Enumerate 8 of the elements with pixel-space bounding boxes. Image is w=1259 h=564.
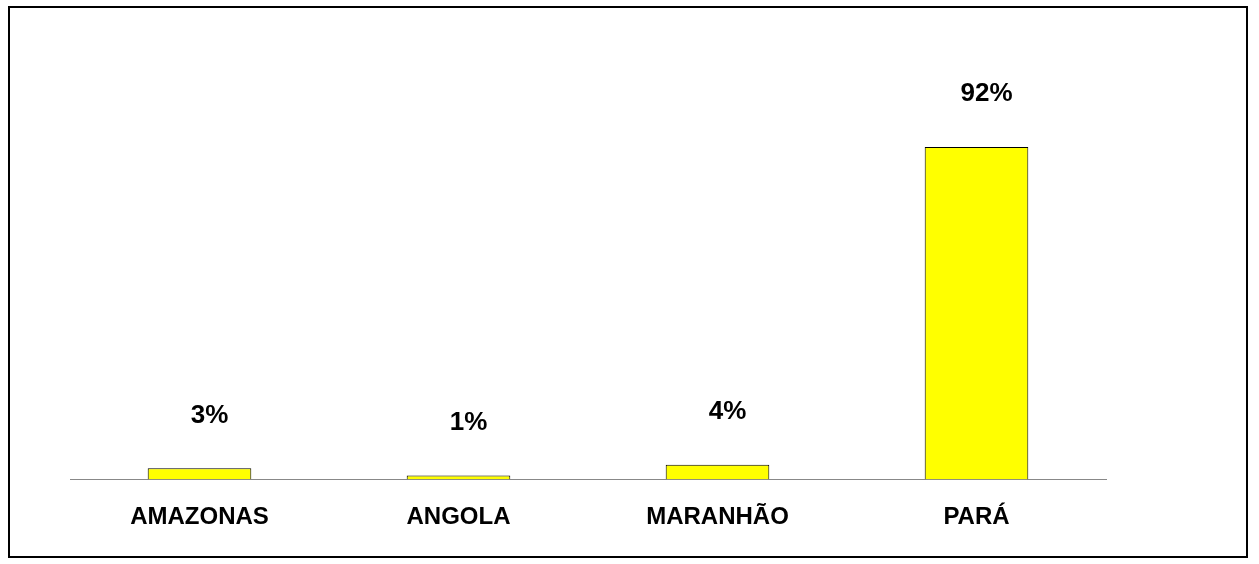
data-label: 1% (449, 405, 488, 436)
data-label: 92% (960, 77, 1013, 108)
x-tick-label: ANGOLA (406, 502, 511, 530)
data-label: 3% (190, 398, 229, 429)
data-label: 4% (708, 394, 747, 425)
x-tick-label: PARÁ (943, 502, 1010, 530)
x-tick-label: AMAZONAS (130, 502, 269, 530)
x-tick-label: MARANHÃO (646, 502, 789, 530)
